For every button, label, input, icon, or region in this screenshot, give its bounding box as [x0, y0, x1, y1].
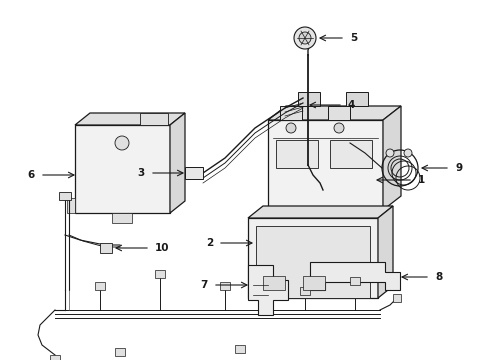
Bar [112, 213, 132, 223]
Polygon shape [170, 113, 184, 213]
Bar [140, 113, 168, 125]
Bar [327, 106, 349, 120]
Bar [297, 92, 319, 106]
Circle shape [293, 27, 315, 49]
Text: 4: 4 [347, 100, 355, 110]
Bar [100, 243, 112, 253]
Bar [303, 276, 325, 290]
Text: 3: 3 [138, 168, 145, 178]
Bar [267, 120, 382, 210]
Text: 6: 6 [28, 170, 35, 180]
Text: 8: 8 [434, 272, 441, 282]
Text: 9: 9 [454, 163, 461, 173]
Circle shape [333, 123, 343, 133]
Bar [349, 277, 359, 285]
Polygon shape [267, 106, 400, 120]
Polygon shape [247, 265, 287, 315]
Bar [256, 226, 369, 298]
Bar [59, 192, 71, 200]
Bar [95, 282, 105, 290]
Circle shape [298, 32, 310, 44]
Text: 1: 1 [417, 175, 425, 185]
Bar [50, 355, 60, 360]
Circle shape [403, 149, 411, 157]
Bar [184, 167, 203, 179]
Polygon shape [75, 113, 184, 125]
Polygon shape [377, 206, 392, 298]
Polygon shape [382, 106, 400, 210]
Bar [280, 106, 302, 120]
Bar [220, 282, 229, 290]
Circle shape [285, 123, 295, 133]
Text: 5: 5 [349, 33, 357, 43]
Bar [275, 140, 317, 168]
Bar [247, 218, 377, 298]
Bar [263, 276, 285, 290]
Bar [235, 345, 244, 353]
Text: 10: 10 [155, 243, 169, 253]
Text: 7: 7 [200, 280, 207, 290]
Bar [75, 125, 170, 213]
Bar [115, 348, 125, 356]
Bar [392, 294, 400, 302]
Bar [299, 287, 309, 295]
Polygon shape [309, 262, 399, 290]
Text: 2: 2 [205, 238, 213, 248]
Bar [155, 270, 164, 278]
Polygon shape [67, 198, 75, 213]
Polygon shape [247, 206, 392, 218]
Circle shape [115, 136, 129, 150]
Bar [346, 92, 367, 106]
Bar [329, 140, 371, 168]
Circle shape [385, 149, 393, 157]
